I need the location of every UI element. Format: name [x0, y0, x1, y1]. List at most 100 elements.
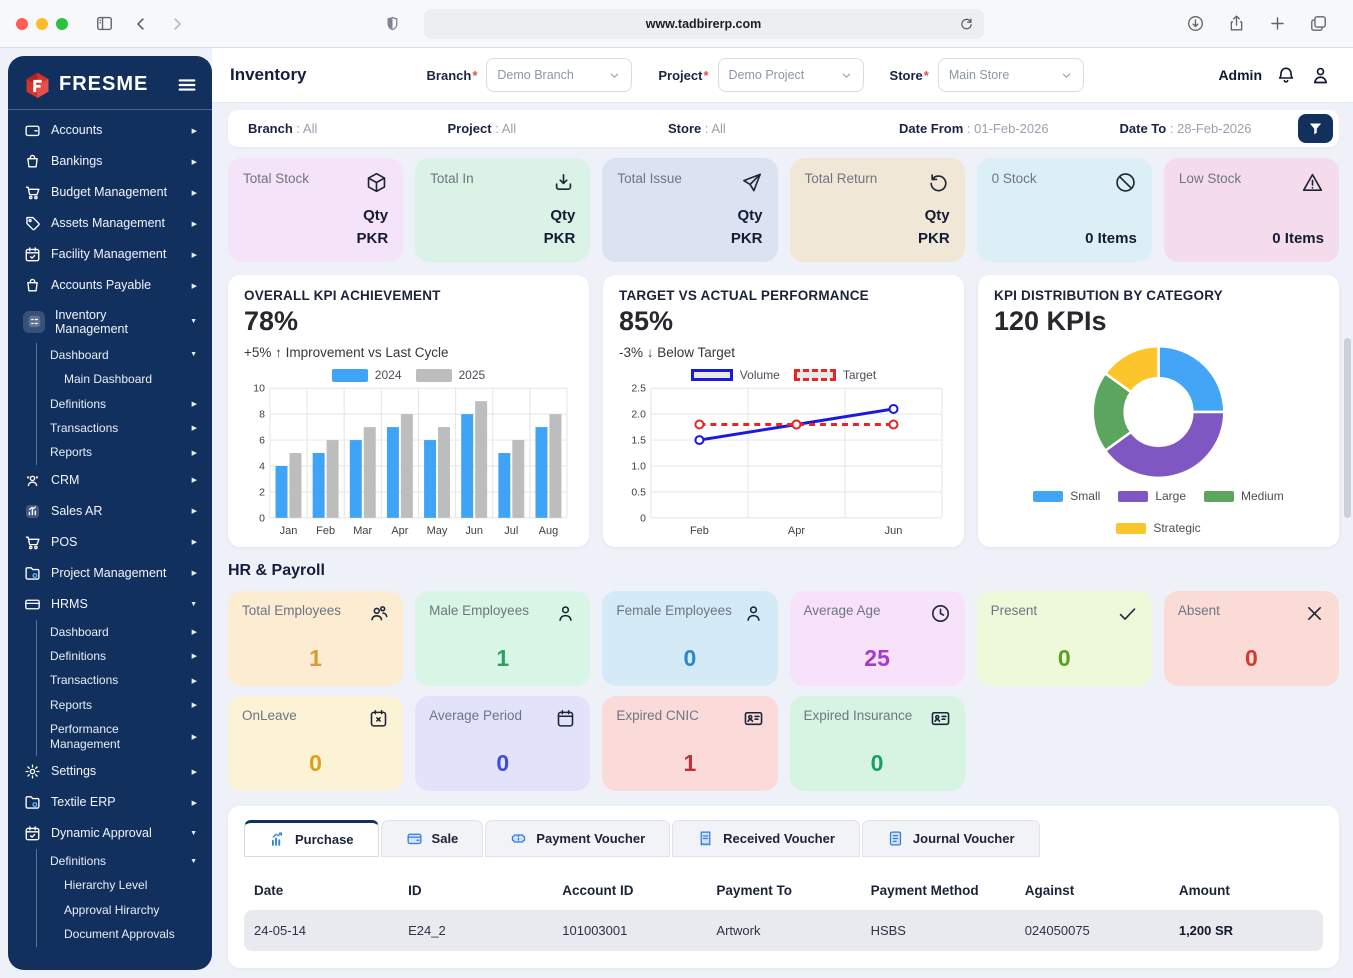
svg-text:Apr: Apr: [788, 525, 805, 537]
legend-swatch: [331, 368, 368, 382]
sidebar-item-accounts-payable[interactable]: Accounts Payable ▶: [17, 270, 203, 301]
sidebar-subitem-dashboard[interactable]: Dashboard ▼: [50, 343, 203, 367]
svg-text:1.0: 1.0: [631, 461, 646, 472]
hr-card-male-employees[interactable]: Male Employees 1: [415, 591, 591, 686]
user-profile-icon[interactable]: [1310, 65, 1331, 86]
sidebar-item-sales-ar[interactable]: Sales AR ▶: [17, 496, 203, 527]
sidebar-subitem-transactions[interactable]: Transactions ▶: [50, 416, 203, 440]
store-select[interactable]: Main Store: [937, 58, 1084, 92]
sidebar-subitem-hierarchy-level[interactable]: Hierarchy Level: [50, 873, 203, 897]
sidebar-subitem-approval-hirarchy[interactable]: Approval Hirarchy: [50, 898, 203, 922]
minimize-window-button[interactable]: [36, 17, 48, 30]
chevron-right-icon: ▶: [191, 539, 197, 547]
sidebar-subitem-definitions[interactable]: Definitions ▶: [50, 644, 203, 668]
svg-text:0: 0: [259, 513, 265, 524]
stat-card-total-stock[interactable]: Total Stock Qty PKR: [228, 158, 404, 262]
sidebar-subitem-reports[interactable]: Reports ▶: [50, 693, 203, 717]
browser-toolbar: www.tadbirerp.com: [0, 0, 1353, 48]
project-select[interactable]: Demo Project: [717, 58, 864, 92]
tab-journal-voucher[interactable]: Journal Voucher: [861, 820, 1040, 857]
sidebar-item-assets-management[interactable]: Assets Management ▶: [17, 208, 203, 239]
forward-icon[interactable]: [168, 15, 186, 33]
sidebar-subitem-reports[interactable]: Reports ▶: [50, 440, 203, 464]
sidebar-item-pos[interactable]: POS ▶: [17, 527, 203, 558]
browser-sidebar-icon[interactable]: [95, 14, 114, 33]
sidebar-item-accounts[interactable]: Accounts ▶: [17, 115, 203, 146]
legend-label: Target: [842, 368, 877, 382]
sidebar-item-budget-management[interactable]: Budget Management ▶: [17, 177, 203, 208]
stat-card-0-stock[interactable]: 0 Stock 0 Items: [976, 158, 1152, 262]
address-bar[interactable]: www.tadbirerp.com: [423, 8, 984, 39]
check-icon: [1117, 603, 1138, 624]
hr-card-header: Absent: [1178, 603, 1325, 624]
notifications-bell-icon[interactable]: [1276, 65, 1296, 85]
sidebar-item-facility-management[interactable]: Facility Management ▶: [17, 239, 203, 270]
admin-label[interactable]: Admin: [1218, 67, 1262, 83]
calendar-x-icon: [368, 708, 389, 729]
sidebar-subitem-performance-management[interactable]: Performance Management ▶: [50, 717, 203, 756]
tab-received-voucher[interactable]: Received Voucher: [672, 820, 860, 857]
hr-card-female-employees[interactable]: Female Employees 0: [602, 591, 778, 686]
hr-card-onleave[interactable]: OnLeave 0: [228, 696, 404, 791]
sidebar-subitem-dashboard[interactable]: Dashboard ▶: [50, 620, 203, 644]
close-window-button[interactable]: [16, 17, 28, 30]
window-controls[interactable]: [16, 17, 68, 30]
sidebar-item-hrms[interactable]: HRMS ▼: [17, 589, 203, 620]
reload-icon[interactable]: [959, 16, 974, 31]
hr-card-header: Average Period: [429, 708, 576, 729]
chevron-right-icon: ▶: [191, 702, 197, 710]
hr-card-present[interactable]: Present 0: [976, 591, 1152, 686]
filter-button[interactable]: [1298, 114, 1333, 143]
sidebar-item-settings[interactable]: Settings ▶: [17, 756, 203, 787]
sidebar-item-project-management[interactable]: Project Management ▶: [17, 558, 203, 589]
sidebar-subitem-definitions[interactable]: Definitions ▶: [50, 392, 203, 416]
tab-purchase[interactable]: Purchase: [244, 820, 379, 857]
tab-overview-icon[interactable]: [1309, 14, 1328, 33]
hr-card-average-age[interactable]: Average Age 25: [789, 591, 965, 686]
downloads-icon[interactable]: [1186, 14, 1205, 33]
share-icon[interactable]: [1227, 14, 1246, 33]
new-tab-icon[interactable]: [1268, 14, 1287, 33]
warning-icon: [1301, 171, 1324, 194]
page-scrollbar[interactable]: [1344, 338, 1351, 518]
wallet2-icon: [406, 830, 423, 847]
journal-icon: [887, 830, 904, 847]
chart-big-value: 85%: [619, 306, 674, 336]
column-header-payment-to: Payment To: [716, 883, 792, 898]
svg-text:2.0: 2.0: [631, 410, 646, 421]
sidebar-subitem-label: Document Approvals: [64, 927, 175, 942]
stat-card-total-in[interactable]: Total In Qty PKR: [415, 158, 591, 262]
select-group-branch: Branch* Demo Branch: [427, 58, 633, 92]
sidebar-item-inventory-management[interactable]: Inventory Management ▼: [17, 301, 203, 343]
sidebar-item-textile-erp[interactable]: Textile ERP ▶: [17, 787, 203, 818]
rotate-icon: [927, 171, 950, 194]
back-icon[interactable]: [132, 15, 150, 33]
sidebar-subitem-transactions[interactable]: Transactions ▶: [50, 668, 203, 692]
tab-sale[interactable]: Sale: [380, 820, 484, 857]
hr-card-total-employees[interactable]: Total Employees 1: [228, 591, 404, 686]
stat-card-total-issue[interactable]: Total Issue Qty PKR: [602, 158, 778, 262]
privacy-shield-icon[interactable]: [384, 15, 401, 32]
hr-card-expired-insurance[interactable]: Expired Insurance 0: [789, 696, 965, 791]
sidebar-subitem-main-dashboard[interactable]: Main Dashboard: [50, 367, 203, 391]
sidebar-item-bankings[interactable]: Bankings ▶: [17, 146, 203, 177]
transactions-table: Date ID Account ID Payment To Payment Method…: [244, 869, 1323, 957]
hr-card-absent[interactable]: Absent 0: [1163, 591, 1339, 686]
branch-select[interactable]: Demo Branch: [486, 58, 633, 92]
zoom-window-button[interactable]: [56, 17, 68, 30]
menu-toggle-icon[interactable]: [176, 74, 198, 96]
hr-card-expired-cnic[interactable]: Expired CNIC 1: [602, 696, 778, 791]
sidebar-subitem-document-approvals[interactable]: Document Approvals: [50, 922, 203, 946]
stat-card-total-return[interactable]: Total Return Qty PKR: [789, 158, 965, 262]
sidebar-item-dynamic-approval[interactable]: Dynamic Approval ▼: [17, 818, 203, 849]
sidebar-subitem-definitions[interactable]: Definitions ▼: [50, 849, 203, 873]
stat-card-low-stock[interactable]: Low Stock 0 Items: [1163, 158, 1339, 262]
svg-text:Feb: Feb: [316, 525, 335, 537]
sidebar-item-crm[interactable]: CRM ▶: [17, 465, 203, 496]
table-row[interactable]: 24-05-14 E24_2 101003001 Artwork HSBS 0240500…: [244, 910, 1323, 951]
tab-payment-voucher[interactable]: Payment Voucher: [485, 820, 671, 857]
hr-card-average-period[interactable]: Average Period 0: [415, 696, 591, 791]
x-icon: [1304, 603, 1325, 624]
stat-card-values: Qty PKR: [730, 206, 763, 247]
